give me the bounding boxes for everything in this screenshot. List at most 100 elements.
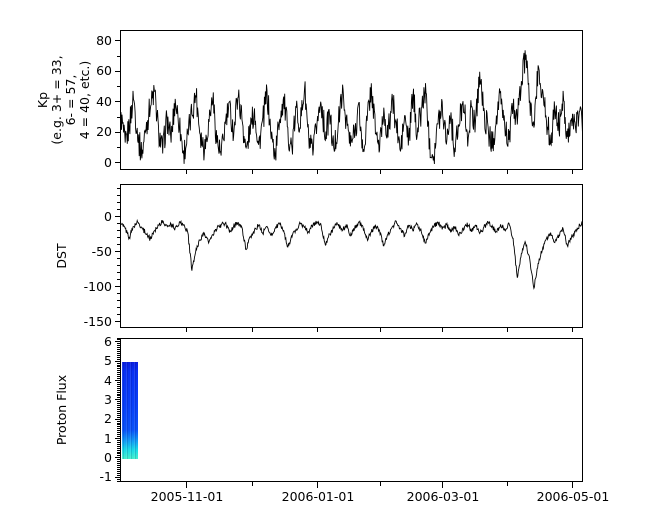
y-tick (115, 360, 120, 362)
plot-panel-proton_flux (120, 338, 583, 482)
y-tick (115, 162, 120, 164)
y-minor-tick (117, 410, 120, 412)
y-minor-tick (117, 420, 120, 422)
x-tick-label: 2006-03-01 (406, 489, 480, 504)
x-tick (507, 482, 509, 486)
x-tick (252, 328, 253, 332)
y-minor-tick (117, 337, 120, 339)
x-tick (379, 328, 381, 332)
x-tick (317, 170, 319, 174)
y-minor-tick (117, 403, 120, 405)
kp-polyline (121, 50, 582, 165)
y-minor-tick (117, 439, 120, 441)
y-minor-tick (117, 343, 120, 345)
y-tick-label: 0 (104, 449, 112, 465)
y-minor-tick (117, 366, 120, 368)
y-minor-tick (117, 362, 120, 364)
x-tick (317, 328, 319, 332)
y-minor-tick (117, 451, 120, 453)
y-minor-tick (117, 372, 120, 374)
y-minor-tick (117, 345, 120, 347)
y-tick (115, 457, 120, 459)
y-minor-tick (117, 300, 120, 302)
y-minor-tick (117, 314, 120, 316)
y-minor-tick (117, 416, 120, 418)
y-minor-tick (117, 478, 120, 480)
y-minor-tick (117, 401, 120, 403)
y-minor-tick (117, 385, 120, 387)
y-minor-tick (117, 391, 120, 393)
y-minor-tick (117, 374, 120, 376)
y-minor-tick (117, 455, 120, 457)
y-minor-tick (117, 55, 120, 57)
y-minor-tick (117, 279, 120, 281)
kp-axis-label-line1: Kp (35, 91, 50, 109)
y-minor-tick (117, 465, 120, 467)
y-minor-tick (117, 351, 120, 353)
y-tick-label: -1 (99, 469, 112, 485)
y-minor-tick (117, 422, 120, 424)
x-tick (572, 328, 574, 332)
y-tick (115, 101, 120, 103)
y-tick (115, 476, 120, 478)
plot-panel-kp (120, 30, 583, 170)
y-minor-tick (117, 265, 120, 267)
y-tick-label: 6 (104, 333, 112, 349)
y-minor-tick (117, 293, 120, 295)
y-tick-label: 0 (104, 208, 112, 224)
y-minor-tick (117, 307, 120, 309)
y-minor-tick (117, 426, 120, 428)
y-minor-tick (117, 459, 120, 461)
y-tick-label: -50 (91, 243, 112, 259)
x-tick (186, 328, 188, 332)
y-minor-tick (117, 407, 120, 409)
y-tick-label: -150 (83, 313, 112, 329)
x-tick (317, 482, 319, 488)
x-tick (507, 170, 509, 174)
y-tick (115, 251, 120, 253)
y-tick (115, 438, 120, 439)
kp-line-series (121, 50, 582, 165)
y-minor-tick (117, 376, 120, 378)
y-minor-tick (117, 272, 120, 274)
x-tick (186, 170, 188, 174)
y-tick (115, 321, 120, 323)
x-tick (507, 328, 509, 332)
y-minor-tick (117, 368, 120, 370)
y-tick-label: 0 (104, 154, 112, 170)
y-minor-tick (117, 447, 120, 449)
y-minor-tick (117, 474, 120, 476)
y-minor-tick (117, 244, 120, 246)
y-minor-tick (117, 358, 120, 360)
y-minor-tick (117, 237, 120, 239)
y-minor-tick (117, 356, 120, 358)
x-tick (252, 482, 253, 486)
y-minor-tick (117, 409, 120, 411)
y-minor-tick (117, 387, 120, 389)
x-tick (379, 170, 381, 174)
y-tick (115, 418, 120, 420)
y-tick-label: 20 (96, 124, 112, 140)
y-minor-tick (117, 434, 120, 436)
x-tick-label: 2006-05-01 (536, 489, 610, 504)
y-minor-tick (117, 188, 120, 190)
y-minor-tick (117, 230, 120, 232)
y-tick-label: 40 (96, 93, 112, 109)
y-minor-tick (117, 352, 120, 354)
x-tick (572, 482, 574, 488)
y-tick-label: 60 (96, 63, 112, 79)
y-minor-tick (117, 441, 120, 443)
y-minor-tick (117, 470, 120, 472)
y-tick (115, 286, 120, 288)
y-minor-tick (117, 428, 120, 430)
y-minor-tick (117, 445, 120, 447)
y-minor-tick (117, 378, 120, 380)
y-minor-tick (117, 389, 120, 391)
y-minor-tick (117, 202, 120, 204)
y-minor-tick (117, 347, 120, 349)
y-minor-tick (117, 195, 120, 197)
y-tick-label: 1 (104, 430, 112, 446)
y-tick-label: 3 (104, 391, 112, 407)
y-minor-tick (117, 209, 120, 211)
